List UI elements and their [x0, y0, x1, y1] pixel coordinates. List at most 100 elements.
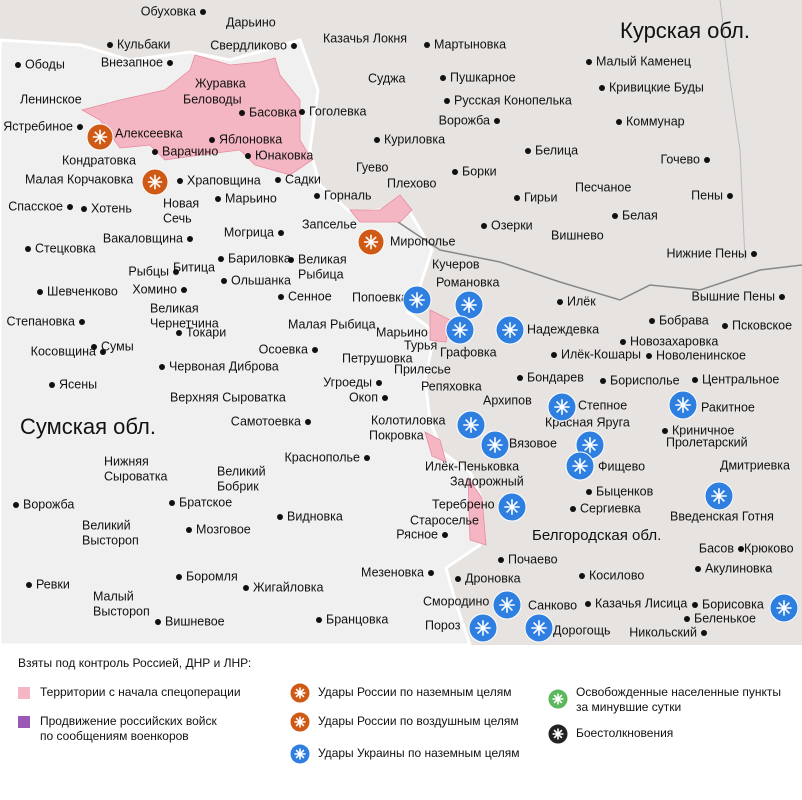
place-dot [751, 251, 757, 257]
place-label: Романовка [436, 275, 500, 289]
place-dot [382, 395, 388, 401]
place-label: Малый Каменец [596, 54, 691, 68]
place-label: Осоевка [259, 342, 308, 356]
legend-area [0, 645, 802, 800]
place-label: Могрица [224, 225, 274, 239]
place-label: Гоголевка [309, 104, 366, 118]
place-label: Яблоновка [219, 132, 282, 146]
place-dot [779, 294, 785, 300]
strike-burst [502, 322, 518, 338]
place-dot [444, 98, 450, 104]
place-dot [107, 42, 113, 48]
place-label: Сечь [163, 211, 192, 225]
place-dot [649, 318, 655, 324]
place-label: Кульбаки [117, 37, 170, 51]
place-label: Великий [82, 518, 131, 532]
place-dot [494, 118, 500, 124]
place-label: Крюково [744, 541, 794, 555]
place-dot [275, 177, 281, 183]
strike-burst [499, 597, 515, 613]
place-label: Коммунар [626, 114, 685, 128]
place-label: Рыбица [298, 267, 344, 281]
strike-burst [572, 458, 588, 474]
place-label: Мезеновка [361, 565, 424, 579]
place-dot [424, 42, 430, 48]
strike-burst [487, 437, 503, 453]
place-dot [585, 601, 591, 607]
strike-burst [531, 620, 547, 636]
place-label: Пены [691, 188, 723, 202]
strike-burst [409, 292, 425, 308]
place-label: Внезапное [101, 55, 163, 69]
place-label: Турья [404, 338, 437, 352]
place-label: Смородино [423, 594, 489, 608]
place-label: Малый [93, 589, 134, 603]
place-label: Илёк [567, 294, 596, 308]
place-label: Псковское [732, 318, 792, 332]
strike-burst [554, 399, 570, 415]
place-label: Гирьи [524, 190, 558, 204]
place-label: Бондарев [527, 370, 584, 384]
place-dot [314, 193, 320, 199]
place-label: Борисполье [610, 373, 680, 387]
place-dot [176, 330, 182, 336]
place-dot [221, 278, 227, 284]
place-label: Куриловка [384, 132, 445, 146]
place-label: Угроеды [323, 375, 372, 389]
place-dot [167, 60, 173, 66]
place-dot [278, 294, 284, 300]
strike-burst [294, 687, 306, 699]
place-dot [176, 574, 182, 580]
place-label: Бранцовка [326, 612, 388, 626]
place-dot [215, 196, 221, 202]
place-label: Храповщина [187, 173, 261, 187]
place-dot [218, 256, 224, 262]
place-label: Стецковка [35, 241, 96, 255]
place-label: Степановка [7, 314, 76, 328]
place-label: Пороз [425, 618, 461, 632]
place-label: Бобрик [217, 479, 259, 493]
place-dot [481, 223, 487, 229]
strike-burst [294, 748, 306, 760]
region-label: Курская обл. [620, 18, 750, 43]
place-label: Юнаковка [255, 148, 313, 162]
place-dot [442, 532, 448, 538]
place-dot [25, 246, 31, 252]
place-label: Казачья Лисица [595, 596, 687, 610]
place-label: Староселье [410, 513, 479, 527]
place-label: Плехово [387, 176, 437, 190]
place-label: Марьино [225, 191, 277, 205]
place-dot [727, 193, 733, 199]
place-label: Окоп [349, 390, 378, 404]
legend-label: Удары Украины по наземным целям [318, 746, 520, 760]
place-label: Петрушовка [342, 351, 413, 365]
region-label: Сумская обл. [20, 414, 156, 439]
place-label: Малая Рыбица [288, 317, 376, 331]
place-dot [81, 206, 87, 212]
place-label: Кучеров [432, 257, 480, 271]
place-label: Нижняя [104, 454, 149, 468]
place-dot [376, 380, 382, 386]
place-dot [374, 137, 380, 143]
place-dot [186, 527, 192, 533]
place-label: Ястребиное [3, 119, 73, 133]
place-dot [239, 110, 245, 116]
place-label: Выстороп [82, 533, 139, 547]
place-label: Ленинское [20, 92, 82, 106]
strike-burst [452, 322, 468, 338]
place-label: Варачино [162, 144, 218, 158]
legend-label: Территории с начала спецоперации [40, 685, 241, 699]
place-dot [173, 269, 179, 275]
place-dot [177, 178, 183, 184]
place-dot [701, 630, 707, 636]
place-label: Задорожный [450, 474, 524, 488]
place-label: Суджа [368, 71, 406, 85]
place-label: Ольшанка [231, 273, 291, 287]
place-label: Вакаловщина [103, 231, 183, 245]
strike-burst [294, 716, 306, 728]
place-label: Свердликово [210, 38, 287, 52]
place-dot [288, 257, 294, 263]
place-label: Спасское [8, 199, 63, 213]
place-label: Ворожба [439, 113, 490, 127]
place-label: Боромля [186, 569, 238, 583]
